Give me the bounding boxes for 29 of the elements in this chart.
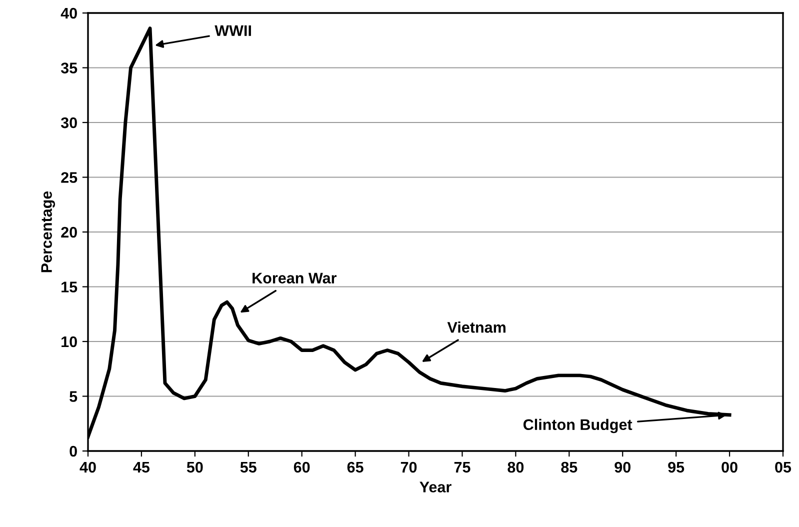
x-axis-title: Year xyxy=(420,482,452,492)
annotation: Korean War xyxy=(252,272,337,284)
x-tick-label: 40 xyxy=(80,462,96,473)
y-tick-label: 5 xyxy=(70,391,78,402)
y-axis-title: Percentage xyxy=(41,191,56,272)
x-tick-label: 55 xyxy=(240,462,256,473)
y-tick-label: 15 xyxy=(62,282,78,292)
annotation: WWII xyxy=(214,25,251,36)
y-tick-label: 35 xyxy=(60,62,78,74)
x-tick-label: 85 xyxy=(561,462,578,473)
x-tick-label: 80 xyxy=(508,462,524,473)
x-tick-label: 60 xyxy=(294,462,310,473)
x-tick-label: 65 xyxy=(347,462,364,473)
x-tick-label: 50 xyxy=(186,462,203,473)
x-tick-label: 70 xyxy=(400,462,417,473)
x-tick-label: 00 xyxy=(722,462,738,473)
annotation: Vietnam xyxy=(447,322,506,333)
x-tick-label: 05 xyxy=(775,462,792,473)
annotation: Clinton Budget xyxy=(523,418,632,434)
x-tick-label: 90 xyxy=(614,462,630,473)
y-tick-label: 0 xyxy=(70,446,77,457)
y-tick-label: 10 xyxy=(62,336,77,348)
y-tick-label: 40 xyxy=(60,8,77,19)
x-tick-label: 75 xyxy=(454,462,470,473)
y-tick-label: 20 xyxy=(61,226,77,238)
x-tick-label: 95 xyxy=(668,462,684,473)
x-tick-label: 45 xyxy=(133,462,150,473)
y-tick-label: 25 xyxy=(61,172,78,183)
y-tick-label: 30 xyxy=(60,117,77,128)
